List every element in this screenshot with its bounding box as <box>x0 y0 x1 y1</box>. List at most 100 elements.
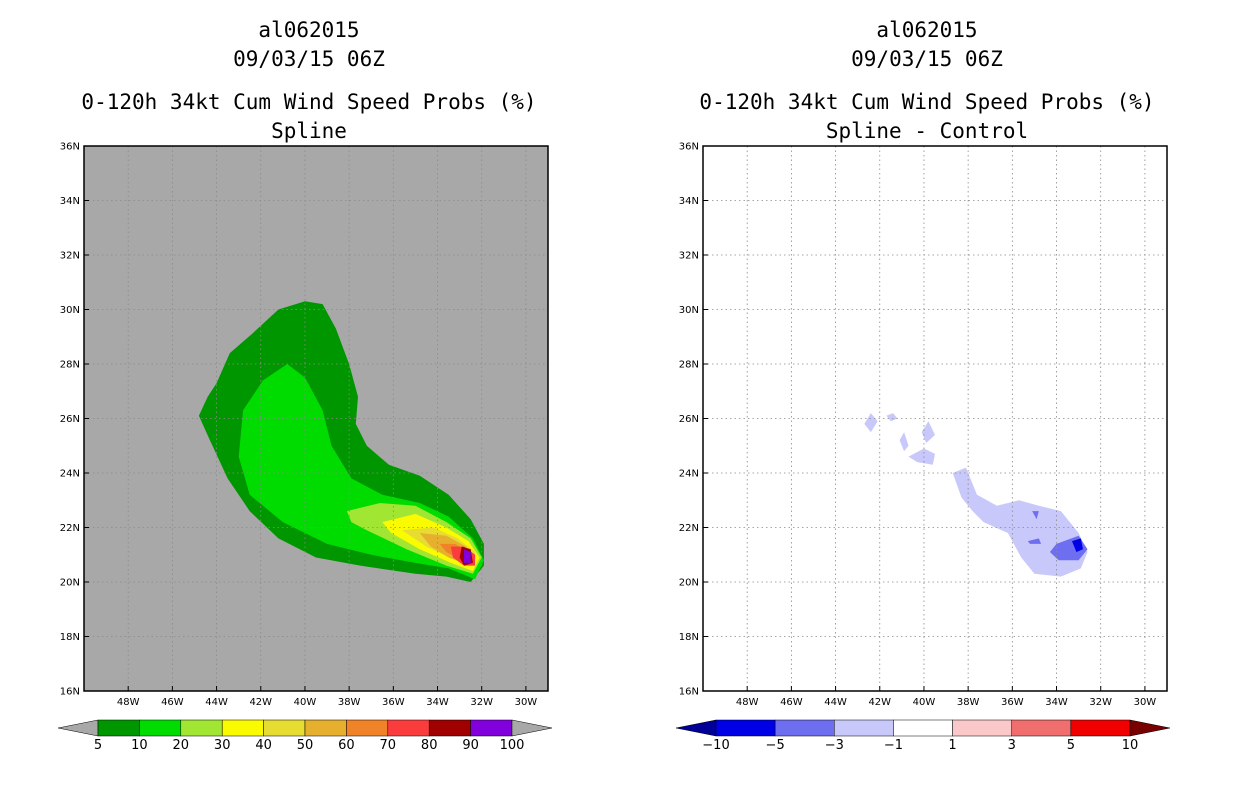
right-contour-neg1-1 <box>864 413 878 433</box>
right-title-line-2: 09/03/15 06Z <box>851 47 1003 71</box>
left-ytick-label-8: 32N <box>60 251 80 262</box>
right-cbar-label-4: 1 <box>948 738 956 753</box>
right-cbar-box-6 <box>1070 719 1131 737</box>
right-xtick-label-2: 44W <box>824 697 847 708</box>
left-ytick-label-10: 36N <box>60 142 80 153</box>
right-contour-neg3-8 <box>1032 511 1039 520</box>
left-cbar-label-7: 70 <box>380 738 397 753</box>
left-tick-labels: 48W 46W 44W 42W 40W 38W 36W 34W 32W 30W 16N 18N 20N 2… <box>60 142 538 709</box>
left-cbar-box-6 <box>346 719 389 737</box>
left-xtick-label-5: 38W <box>338 697 361 708</box>
right-cbar-label-0: −10 <box>702 738 729 753</box>
left-cbar-label-0: 5 <box>94 738 102 753</box>
left-xtick-label-1: 46W <box>161 697 184 708</box>
right-contour-neg1-4 <box>899 432 909 452</box>
right-ytick-label-7: 30N <box>679 305 699 316</box>
right-cbar-arrow-low <box>675 719 717 737</box>
right-xtick-label-8: 32W <box>1089 697 1112 708</box>
right-ytick-label-0: 16N <box>679 687 699 698</box>
left-panel: al062015 09/03/15 06Z 0-120h 34kt Cum Wi… <box>57 18 553 753</box>
right-cbar-box-5 <box>1011 719 1072 737</box>
right-title-line-3: 0-120h 34kt Cum Wind Speed Probs (%) <box>699 90 1154 114</box>
right-xtick-label-7: 34W <box>1045 697 1068 708</box>
left-cbar-arrow-high <box>511 719 553 737</box>
right-cbar-arrow-high <box>1129 719 1171 737</box>
left-xtick-label-8: 32W <box>470 697 493 708</box>
left-ytick-label-6: 28N <box>60 360 80 371</box>
right-contour-neg1-2 <box>886 413 898 422</box>
right-ytick-label-10: 36N <box>679 142 699 153</box>
left-ytick-label-9: 34N <box>60 196 80 207</box>
left-ytick-label-4: 24N <box>60 469 80 480</box>
right-title-line-4: Spline - Control <box>826 119 1028 143</box>
left-xtick-label-3: 42W <box>249 697 272 708</box>
left-cbar-label-1: 10 <box>131 738 148 753</box>
left-cbar-label-5: 50 <box>297 738 314 753</box>
left-cbar-label-10: 100 <box>500 738 525 753</box>
left-grid <box>84 146 548 691</box>
left-xtick-label-4: 40W <box>294 697 317 708</box>
left-title-line-3: 0-120h 34kt Cum Wind Speed Probs (%) <box>81 90 536 114</box>
left-cbar-arrow-low <box>57 719 99 737</box>
right-colorbar: −10 −5 −3 −1 1 3 5 10 <box>675 719 1171 753</box>
left-cbar-box-4 <box>263 719 306 737</box>
left-ytick-label-1: 18N <box>60 632 80 643</box>
right-cbar-box-0 <box>715 719 776 737</box>
left-ytick-label-2: 20N <box>60 578 80 589</box>
right-grid <box>703 146 1167 691</box>
left-ytick-label-3: 22N <box>60 523 80 534</box>
left-ytick-label-0: 16N <box>60 687 80 698</box>
right-ytick-label-9: 34N <box>679 196 699 207</box>
left-cbar-label-8: 80 <box>421 738 438 753</box>
left-title-line-2: 09/03/15 06Z <box>233 47 385 71</box>
right-cbar-label-1: −5 <box>766 738 785 753</box>
right-title-line-1: al062015 <box>876 18 977 42</box>
left-cbar-label-9: 90 <box>462 738 479 753</box>
left-ytick-label-7: 30N <box>60 305 80 316</box>
left-contours <box>198 301 484 582</box>
right-ytick-label-6: 28N <box>679 360 699 371</box>
left-cbar-label-3: 30 <box>214 738 231 753</box>
left-cbar-label-2: 20 <box>173 738 190 753</box>
right-cbar-box-1 <box>774 719 835 737</box>
right-contour-neg1-5 <box>908 448 935 465</box>
left-colorbar: 5 10 20 30 40 50 60 70 80 90 100 <box>57 719 553 753</box>
left-xtick-label-2: 44W <box>205 697 228 708</box>
left-xtick-label-6: 36W <box>382 697 405 708</box>
right-cbar-box-2 <box>834 719 894 737</box>
right-cbar-label-2: −3 <box>825 738 844 753</box>
right-ytick-label-1: 18N <box>679 632 699 643</box>
right-ytick-label-8: 32N <box>679 251 699 262</box>
right-cbar-box-4 <box>952 719 1012 737</box>
right-panel: al062015 09/03/15 06Z 0-120h 34kt Cum Wi… <box>675 18 1171 753</box>
left-xtick-label-7: 34W <box>426 697 449 708</box>
right-plot-background <box>703 146 1167 691</box>
right-contour-neg3-7 <box>1027 538 1042 544</box>
right-xtick-label-0: 48W <box>736 697 759 708</box>
left-xtick-label-0: 48W <box>117 697 140 708</box>
left-cbar-box-0 <box>97 719 140 737</box>
left-cbar-box-1 <box>139 719 182 737</box>
right-ytick-label-3: 22N <box>679 523 699 534</box>
left-contour-90-9 <box>464 549 471 563</box>
right-contour-neg1-3 <box>921 421 935 443</box>
left-cbar-box-5 <box>304 719 347 737</box>
right-xtick-label-9: 30W <box>1134 697 1157 708</box>
left-cbar-label-6: 60 <box>338 738 355 753</box>
right-cbar-label-5: 3 <box>1008 738 1016 753</box>
right-tick-labels: 48W 46W 44W 42W 40W 38W 36W 34W 32W 30W 16N 18N 20N 2… <box>679 142 1157 709</box>
right-contour-neg5-9 <box>1072 538 1083 552</box>
left-cbar-box-3 <box>221 719 264 737</box>
right-xtick-label-3: 42W <box>868 697 891 708</box>
left-cbar-label-4: 40 <box>255 738 272 753</box>
right-xtick-label-4: 40W <box>913 697 936 708</box>
right-ytick-label-5: 26N <box>679 414 699 425</box>
right-cbar-label-6: 5 <box>1067 738 1075 753</box>
left-ytick-label-5: 26N <box>60 414 80 425</box>
right-ytick-label-2: 20N <box>679 578 699 589</box>
left-title-line-4: Spline <box>271 119 347 143</box>
left-cbar-box-8 <box>428 719 471 737</box>
left-xtick-label-9: 30W <box>515 697 538 708</box>
right-cbar-box-3 <box>893 719 953 737</box>
